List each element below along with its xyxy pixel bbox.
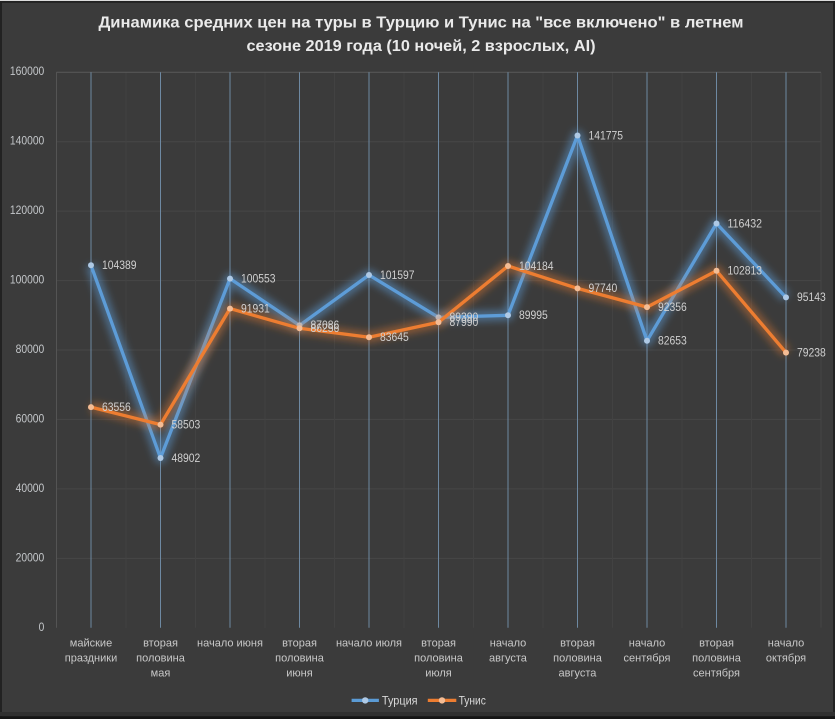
svg-text:160000: 160000 [10, 64, 45, 78]
svg-text:вторая: вторая [699, 637, 734, 649]
svg-text:83645: 83645 [380, 332, 409, 344]
svg-text:вторая: вторая [282, 637, 317, 649]
svg-text:82653: 82653 [658, 336, 687, 348]
svg-text:86256: 86256 [311, 323, 340, 335]
svg-text:100000: 100000 [10, 273, 45, 287]
svg-text:89995: 89995 [519, 310, 548, 322]
svg-text:праздники: праздники [65, 652, 117, 664]
svg-text:начало июня: начало июня [197, 637, 263, 649]
svg-text:0: 0 [39, 620, 45, 634]
svg-text:101597: 101597 [380, 270, 415, 282]
svg-text:июля: июля [425, 667, 452, 679]
svg-text:начало: начало [768, 637, 804, 649]
svg-text:48902: 48902 [172, 453, 201, 465]
svg-text:100553: 100553 [241, 273, 276, 285]
svg-text:половина: половина [553, 652, 603, 664]
svg-text:92356: 92356 [658, 302, 687, 314]
svg-text:августа: августа [559, 667, 598, 679]
svg-text:Тунис: Тунис [459, 693, 486, 707]
svg-text:91931: 91931 [241, 303, 270, 315]
svg-text:сентября: сентября [693, 667, 740, 679]
svg-text:102813: 102813 [728, 266, 763, 278]
svg-text:95143: 95143 [797, 292, 826, 304]
svg-text:79238: 79238 [797, 347, 826, 359]
svg-text:63556: 63556 [102, 402, 131, 414]
svg-text:80000: 80000 [16, 342, 45, 356]
svg-text:половина: половина [275, 652, 325, 664]
svg-text:120000: 120000 [10, 203, 45, 217]
svg-text:сезоне 2019 года (10 ночей, 2: сезоне 2019 года (10 ночей, 2 взрослых, … [247, 38, 596, 55]
svg-text:июня: июня [286, 667, 312, 679]
svg-text:60000: 60000 [16, 411, 45, 425]
svg-text:Турция: Турция [382, 693, 418, 707]
svg-text:40000: 40000 [16, 481, 45, 495]
svg-text:сентября: сентября [624, 652, 671, 664]
svg-text:116432: 116432 [728, 218, 763, 230]
svg-text:половина: половина [414, 652, 464, 664]
svg-text:мая: мая [151, 667, 171, 679]
svg-text:141775: 141775 [589, 130, 624, 142]
svg-text:вторая: вторая [560, 637, 595, 649]
svg-text:87086: 87086 [311, 320, 340, 332]
svg-text:104389: 104389 [102, 260, 137, 272]
svg-text:89390: 89390 [450, 312, 479, 324]
svg-text:начало июля: начало июля [336, 637, 402, 649]
svg-text:начало: начало [490, 637, 526, 649]
svg-text:87990: 87990 [450, 317, 479, 329]
svg-text:97740: 97740 [589, 283, 618, 295]
svg-text:140000: 140000 [10, 134, 45, 148]
svg-text:20000: 20000 [16, 550, 45, 564]
svg-text:половина: половина [136, 652, 186, 664]
svg-text:вторая: вторая [143, 637, 178, 649]
svg-text:майские: майские [70, 637, 112, 649]
svg-text:начало: начало [629, 637, 665, 649]
svg-text:вторая: вторая [421, 637, 456, 649]
svg-text:104184: 104184 [519, 261, 554, 273]
svg-text:58503: 58503 [172, 419, 201, 431]
svg-text:августа: августа [489, 652, 528, 664]
svg-text:половина: половина [692, 652, 742, 664]
svg-text:Динамика средних цен на туры в: Динамика средних цен на туры в Турцию и … [99, 15, 744, 32]
svg-text:октября: октября [766, 652, 806, 664]
